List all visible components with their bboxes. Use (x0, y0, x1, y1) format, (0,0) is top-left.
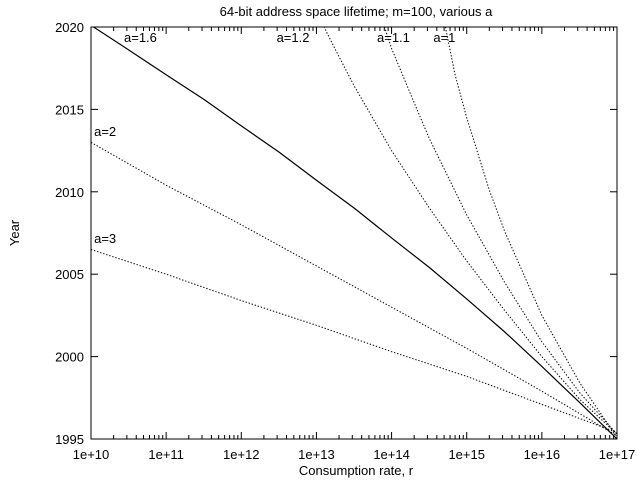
y-tick-label: 2000 (55, 350, 84, 365)
curve-label-a-1-6: a=1.6 (124, 30, 157, 45)
series-group (91, 27, 617, 439)
series-line-a-3 (91, 249, 617, 433)
x-tick-label: 1e+17 (599, 447, 636, 462)
curve-label-a-1: a=1 (433, 30, 455, 45)
series-layer (91, 27, 617, 439)
x-tick-label: 1e+13 (298, 447, 335, 462)
x-tick-label: 1e+16 (524, 447, 561, 462)
x-tick-label: 1e+15 (448, 447, 485, 462)
x-tick-label: 1e+11 (148, 447, 184, 462)
series-line-a-2 (91, 141, 617, 437)
curve-label-a-1-1: a=1.1 (377, 30, 410, 45)
series-line-a-1-6 (92, 27, 617, 439)
series-line-a-1 (444, 27, 617, 438)
plot-frame (90, 26, 618, 440)
y-tick-label: 1995 (55, 432, 84, 447)
series-line-a-1-1 (384, 27, 617, 435)
chart-title: 64-bit address space lifetime; m=100, va… (220, 4, 494, 19)
y-axis-label: Year (7, 219, 22, 246)
y-tick-label: 2020 (55, 20, 84, 35)
curve-label-a-3: a=3 (94, 231, 116, 246)
tick-layer: 1e+10 1e+11 1e+12 1e+13 1e+14 1e+15 1e+16 1e+17… (55, 20, 635, 462)
curve-label-a-2: a=2 (94, 124, 116, 139)
x-tick-label: 1e+12 (223, 447, 260, 462)
x-tick-label: 1e+10 (73, 447, 110, 462)
y-tick-label: 2005 (55, 267, 84, 282)
y-tick-label: 2010 (55, 185, 84, 200)
y-tick-label: 2015 (55, 102, 84, 117)
annotation-layer: a=1.6 a=1.2 a=1.1 a=1 a=2 a=3 (94, 30, 455, 246)
x-tick-label: 1e+14 (373, 447, 410, 462)
curve-label-a-1-2: a=1.2 (277, 30, 310, 45)
x-axis-label: Consumption rate, r (299, 463, 414, 478)
series-line-a-1-2 (323, 27, 617, 435)
